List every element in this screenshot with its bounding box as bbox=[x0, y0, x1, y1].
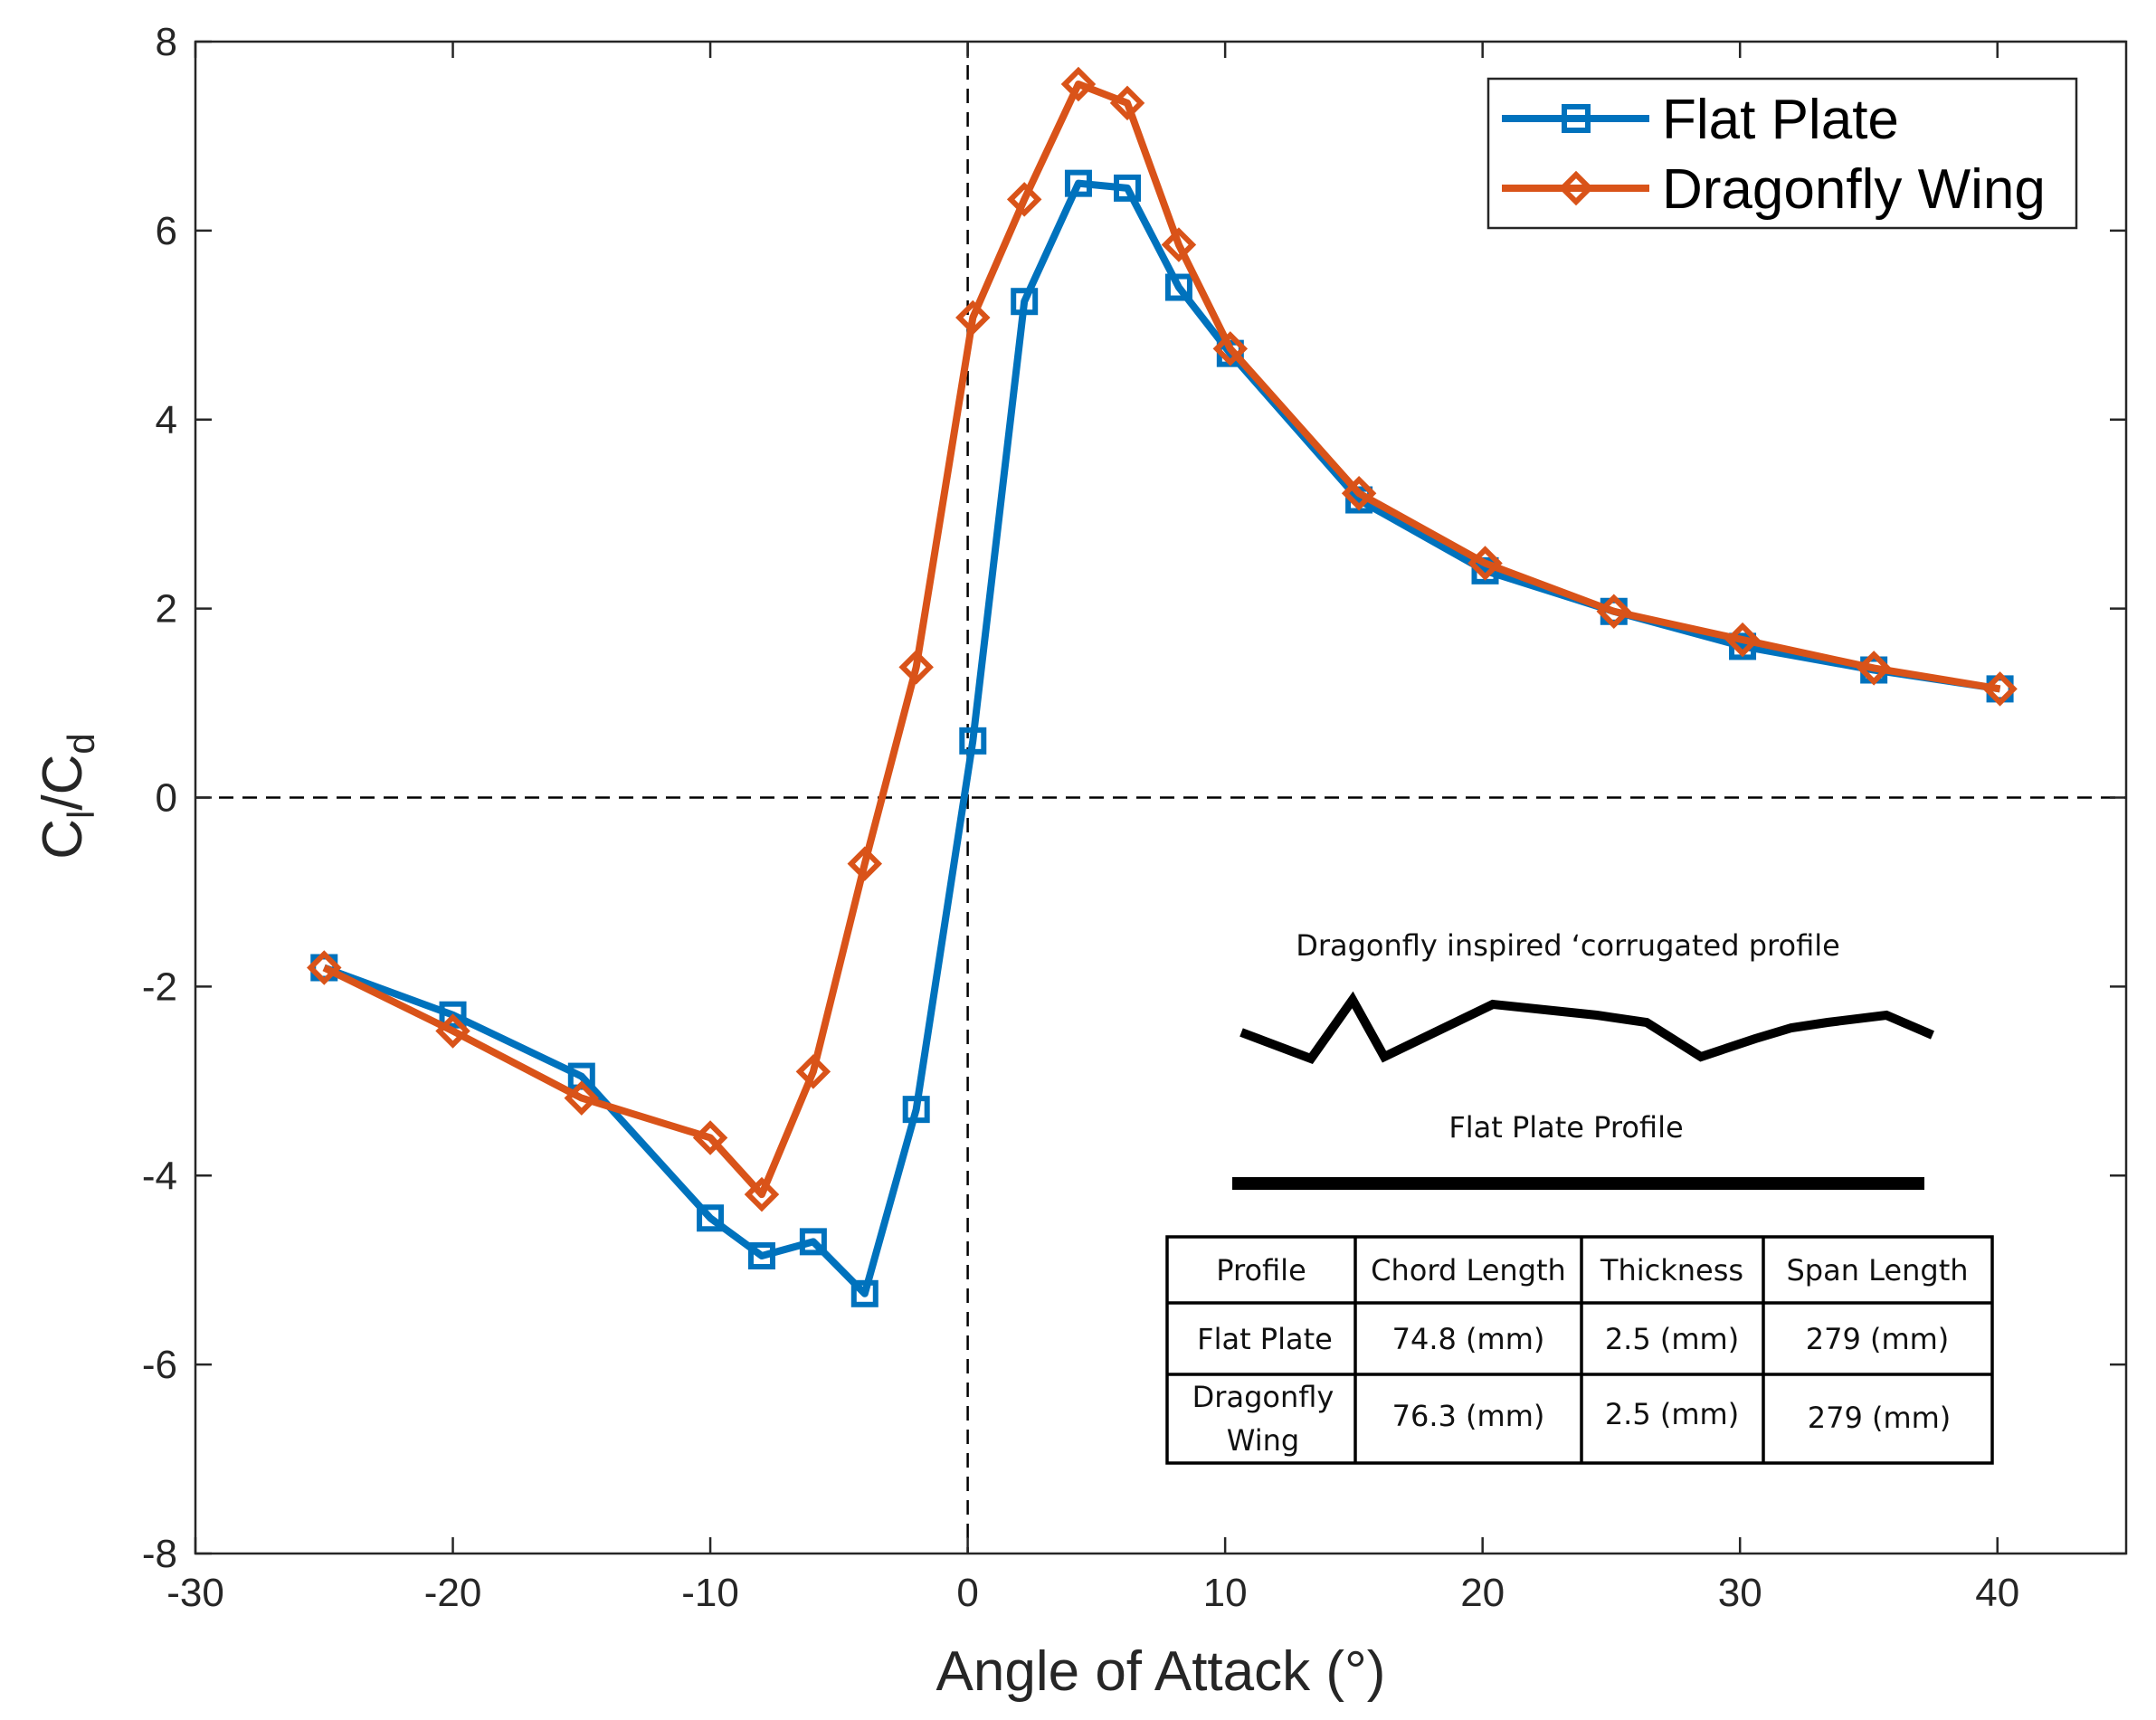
y-axis-title-sub-l: l bbox=[60, 811, 102, 819]
data-point-dragonfly-wing bbox=[1467, 546, 1503, 581]
plot-frame bbox=[194, 40, 2128, 1555]
table-header-thickness: Thickness bbox=[1600, 1253, 1743, 1288]
corrugated-profile-shape bbox=[1239, 991, 1934, 1065]
series-dragonfly-wing bbox=[307, 66, 2018, 1212]
series-line-flat-plate bbox=[322, 179, 2001, 1297]
data-point-flat-plate bbox=[697, 1204, 725, 1232]
data-point-flat-plate bbox=[1164, 273, 1192, 301]
x-tick-label: 30 bbox=[1718, 1571, 1762, 1615]
y-axis-title: Cl/Cd bbox=[32, 733, 102, 859]
data-point-dragonfly-wing bbox=[1596, 594, 1632, 630]
legend: Flat Plate Dragonfly Wing bbox=[1486, 77, 2078, 230]
table-cell-profile-line2: Wing bbox=[1227, 1423, 1299, 1458]
y-tick-label: 6 bbox=[156, 209, 177, 253]
table-cell-thickness: 2.5 (mm) bbox=[1605, 1322, 1739, 1356]
table-cell-chord: 76.3 (mm) bbox=[1392, 1399, 1545, 1433]
table-cell-profile: Flat Plate bbox=[1197, 1322, 1333, 1356]
spec-table: Profile Chord Length Thickness Span Leng… bbox=[1165, 1235, 1994, 1465]
x-tick-label: 10 bbox=[1203, 1571, 1248, 1615]
data-point-dragonfly-wing bbox=[898, 650, 934, 685]
x-tick-label: -20 bbox=[424, 1571, 482, 1615]
data-point-dragonfly-wing bbox=[744, 1176, 780, 1212]
data-point-dragonfly-wing bbox=[692, 1120, 728, 1155]
y-tick-label: 2 bbox=[156, 587, 177, 632]
x-tick-label: -10 bbox=[681, 1571, 739, 1615]
x-tick-label: 40 bbox=[1975, 1571, 2019, 1615]
data-point-flat-plate bbox=[1064, 169, 1092, 197]
table-cell-chord: 74.8 (mm) bbox=[1392, 1322, 1545, 1356]
legend-box bbox=[1486, 77, 2078, 230]
y-axis-title-slash: /C bbox=[32, 755, 94, 811]
y-tick-label: 4 bbox=[156, 398, 177, 442]
y-axis-title-main: C bbox=[32, 819, 94, 860]
y-tick-label: 0 bbox=[156, 776, 177, 821]
data-point-dragonfly-wing bbox=[847, 846, 883, 881]
table-header-chord-length: Chord Length bbox=[1371, 1253, 1566, 1288]
table-cell-span: 279 (mm) bbox=[1808, 1401, 1952, 1435]
table-cell-span: 279 (mm) bbox=[1806, 1322, 1950, 1356]
table-header-profile: Profile bbox=[1216, 1253, 1306, 1288]
legend-label-dragonfly-wing: Dragonfly Wing bbox=[1662, 158, 2046, 221]
data-point-dragonfly-wing bbox=[1982, 671, 2018, 707]
data-point-dragonfly-wing bbox=[795, 1054, 831, 1089]
table-cell-profile: Dragonfly bbox=[1192, 1380, 1334, 1414]
series-flat-plate bbox=[310, 169, 2014, 1307]
data-point-flat-plate bbox=[850, 1279, 879, 1307]
data-point-dragonfly-wing bbox=[564, 1080, 600, 1116]
y-tick-label: 8 bbox=[156, 20, 177, 64]
svg-text:Cl/Cd: Cl/Cd bbox=[32, 733, 102, 859]
x-tick-label: -30 bbox=[166, 1571, 224, 1615]
series-layer bbox=[307, 66, 2018, 1307]
y-tick-label: -6 bbox=[142, 1343, 177, 1387]
y-tick-label: -2 bbox=[142, 965, 177, 1009]
data-point-dragonfly-wing bbox=[1109, 85, 1145, 121]
y-tick-label: -4 bbox=[142, 1154, 177, 1198]
data-point-dragonfly-wing bbox=[435, 1013, 470, 1049]
data-point-dragonfly-wing bbox=[307, 950, 342, 985]
data-point-dragonfly-wing bbox=[1060, 66, 1097, 102]
series-line-dragonfly-wing bbox=[322, 80, 2001, 1199]
data-point-dragonfly-wing bbox=[955, 299, 991, 336]
data-point-flat-plate bbox=[959, 727, 987, 755]
data-point-flat-plate bbox=[1729, 632, 1757, 660]
data-point-flat-plate bbox=[439, 1001, 467, 1029]
data-point-flat-plate bbox=[1114, 174, 1142, 202]
table-cell-thickness: 2.5 (mm) bbox=[1605, 1397, 1739, 1431]
inset-profiles: Dragonfly inspired ‘corrugated profile F… bbox=[1232, 928, 1934, 1190]
data-point-dragonfly-wing bbox=[1856, 651, 1892, 686]
x-tick-label: 0 bbox=[956, 1571, 978, 1615]
flat-plate-profile-label: Flat Plate Profile bbox=[1448, 1110, 1683, 1145]
legend-marker-flat-plate bbox=[1562, 104, 1591, 133]
corrugated-profile-label: Dragonfly inspired ‘corrugated profile bbox=[1296, 928, 1840, 963]
legend-label-flat-plate: Flat Plate bbox=[1662, 89, 1899, 151]
x-axis-title: Angle of Attack (°) bbox=[936, 1640, 1386, 1703]
table-header-span-length: Span Length bbox=[1786, 1253, 1968, 1288]
data-point-flat-plate bbox=[902, 1096, 930, 1124]
data-point-flat-plate bbox=[747, 1242, 775, 1270]
data-point-dragonfly-wing bbox=[1212, 331, 1249, 366]
data-point-dragonfly-wing bbox=[1161, 227, 1197, 262]
data-point-dragonfly-wing bbox=[1724, 622, 1761, 658]
x-tick-label: 20 bbox=[1460, 1571, 1505, 1615]
y-axis-title-sub-d: d bbox=[60, 733, 102, 754]
y-tick-label: -8 bbox=[142, 1532, 177, 1576]
data-point-dragonfly-wing bbox=[1341, 475, 1377, 511]
legend-marker-dragonfly-wing bbox=[1558, 170, 1594, 206]
table-border bbox=[1165, 1235, 1994, 1465]
data-point-flat-plate bbox=[1011, 288, 1039, 316]
data-point-dragonfly-wing bbox=[1006, 182, 1042, 217]
data-point-flat-plate bbox=[799, 1228, 827, 1256]
